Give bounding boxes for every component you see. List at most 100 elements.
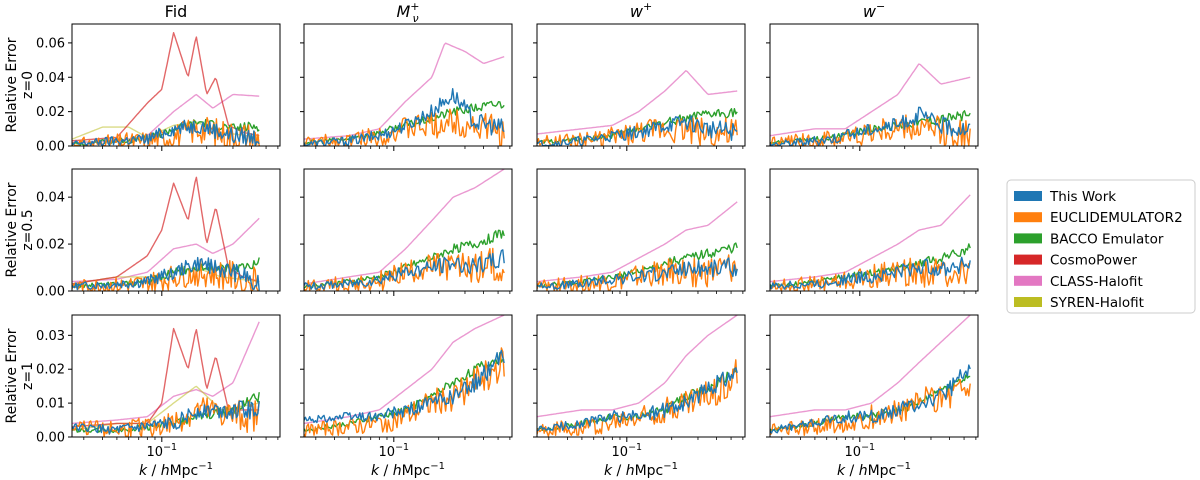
- panels-layer: 0.00 0.02 0.04 0.06 Fid M+ ν w+ w− Relative Error…: [4, 0, 979, 479]
- series-line-this-work: [770, 256, 971, 290]
- panel-r1-c3: [766, 168, 979, 296]
- y-axis-label-redshift: z=0.5: [20, 209, 36, 250]
- panel-r1-c0: 0.00 0.02 0.04: [36, 168, 281, 300]
- series-line-this-work: [304, 249, 505, 290]
- series-line-class-halofit: [537, 201, 738, 283]
- column-title: w−: [863, 0, 885, 21]
- series-line-euclidemulator2: [537, 359, 738, 437]
- series-line-euclidemulator2: [304, 347, 505, 437]
- series-line-euclidemulator2: [770, 114, 971, 146]
- series-line-class-halofit: [72, 93, 260, 144]
- panel-r0-c1: M+ ν: [300, 0, 513, 151]
- legend-label: CosmoPower: [1050, 253, 1137, 269]
- y-axis-label: Relative Error: [4, 328, 20, 423]
- axes-frame: [769, 168, 979, 292]
- axes-frame: [536, 168, 746, 292]
- series-line-this-work: [537, 115, 738, 146]
- x-tick-label: 10−1: [147, 442, 178, 460]
- x-tick-label: 10−1: [845, 442, 876, 460]
- series-line-this-work: [72, 119, 260, 146]
- series-line-this-work: [72, 256, 260, 291]
- panel-r1-c2: [533, 168, 746, 296]
- series-line-this-work: [770, 106, 971, 146]
- axes-frame: [769, 314, 979, 438]
- series-line-euclidemulator2: [770, 257, 971, 291]
- x-axis-label: k / hMpc−1: [139, 461, 213, 479]
- y-axis-label-redshift: z=0: [20, 71, 36, 99]
- panel-r2-c2: 10−1k / hMpc−1: [533, 314, 746, 479]
- legend-swatch: [1014, 297, 1042, 307]
- series-line-class-halofit: [72, 321, 260, 425]
- y-axis-label-redshift: z=1: [20, 362, 36, 390]
- x-axis-label: k / hMpc−1: [837, 461, 911, 479]
- series-line-class-halofit: [537, 70, 738, 135]
- row-label-group: Relative Error z=0: [4, 37, 36, 132]
- series-line-this-work: [537, 367, 738, 432]
- series-line-bacco-emulator: [304, 352, 505, 432]
- series-line-euclidemulator2: [537, 117, 738, 146]
- series-line-class-halofit: [770, 63, 971, 137]
- y-tick-label: 0.02: [36, 238, 65, 253]
- legend-swatch: [1014, 254, 1042, 265]
- series-line-class-halofit: [72, 217, 260, 283]
- series-line-class-halofit: [537, 315, 738, 418]
- axes-frame: [769, 23, 979, 147]
- y-tick-label: 0.00: [36, 431, 65, 446]
- axes-frame: [71, 23, 281, 147]
- y-tick-label: 0.00: [36, 285, 65, 300]
- y-tick-label: 0.02: [36, 105, 65, 120]
- y-tick-label: 0.04: [36, 71, 65, 86]
- y-axis-label: Relative Error: [4, 37, 20, 132]
- legend-box: [1006, 179, 1196, 314]
- axes-frame: [536, 314, 746, 438]
- series-line-class-halofit: [770, 315, 971, 418]
- y-axis-label: Relative Error: [4, 182, 20, 277]
- axes-frame: [303, 314, 513, 438]
- panel-r2-c3: 10−1k / hMpc−1: [766, 314, 979, 479]
- legend: This Work EUCLIDEMULATOR2 BACCO Emulator Co…: [1006, 179, 1196, 314]
- legend-label: This Work: [1049, 189, 1116, 205]
- legend-label: CLASS-Halofit: [1050, 274, 1143, 290]
- column-title: M+ ν: [396, 0, 419, 25]
- panel-r0-c0: 0.00 0.02 0.04 0.06 Fid: [36, 2, 281, 155]
- series-line-bacco-emulator: [537, 108, 738, 145]
- panel-r2-c1: 10−1k / hMpc−1: [300, 314, 513, 479]
- series-line-cosmopower: [72, 176, 260, 285]
- panel-r2-c0: 0.00 0.01 0.02 0.03 10−1k / hMpc−1: [36, 314, 281, 479]
- y-tick-label: 0.04: [36, 191, 65, 206]
- series-line-euclidemulator2: [72, 258, 260, 291]
- legend-label: EUCLIDEMULATOR2: [1050, 210, 1183, 226]
- series-line-euclidemulator2: [770, 379, 971, 436]
- y-tick-label: 0.01: [36, 397, 65, 412]
- row-label-group: Relative Error z=1: [4, 328, 36, 423]
- legend-label: BACCO Emulator: [1050, 231, 1164, 247]
- axes-frame: [303, 168, 513, 292]
- column-title: Fid: [165, 2, 188, 21]
- panel-r0-c3: w−: [766, 0, 979, 151]
- legend-swatch: [1014, 191, 1042, 201]
- series-line-this-work: [770, 364, 971, 434]
- axes-frame: [536, 23, 746, 147]
- row-label-group: Relative Error z=0.5: [4, 182, 36, 277]
- y-tick-label: 0.02: [36, 363, 65, 378]
- axes-frame: [71, 168, 281, 292]
- legend-swatch: [1014, 275, 1042, 286]
- series-line-bacco-emulator: [304, 229, 505, 289]
- x-tick-label: 10−1: [379, 442, 410, 460]
- x-axis-label: k / hMpc−1: [604, 461, 678, 479]
- series-line-cosmopower: [72, 32, 260, 142]
- y-tick-label: 0.03: [36, 329, 65, 344]
- legend-swatch: [1014, 233, 1042, 244]
- column-title: w+: [630, 0, 652, 21]
- legend-label: SYREN-Halofit: [1050, 295, 1144, 311]
- series-line-this-work: [304, 88, 505, 146]
- panel-r1-c1: [300, 168, 513, 296]
- legend-swatch: [1014, 212, 1042, 223]
- y-tick-label: 0.00: [36, 140, 65, 155]
- x-tick-label: 10−1: [612, 442, 643, 460]
- series-line-this-work: [537, 257, 738, 290]
- series-line-class-halofit: [770, 194, 971, 283]
- x-axis-label: k / hMpc−1: [371, 461, 445, 479]
- series-line-class-halofit: [304, 42, 505, 140]
